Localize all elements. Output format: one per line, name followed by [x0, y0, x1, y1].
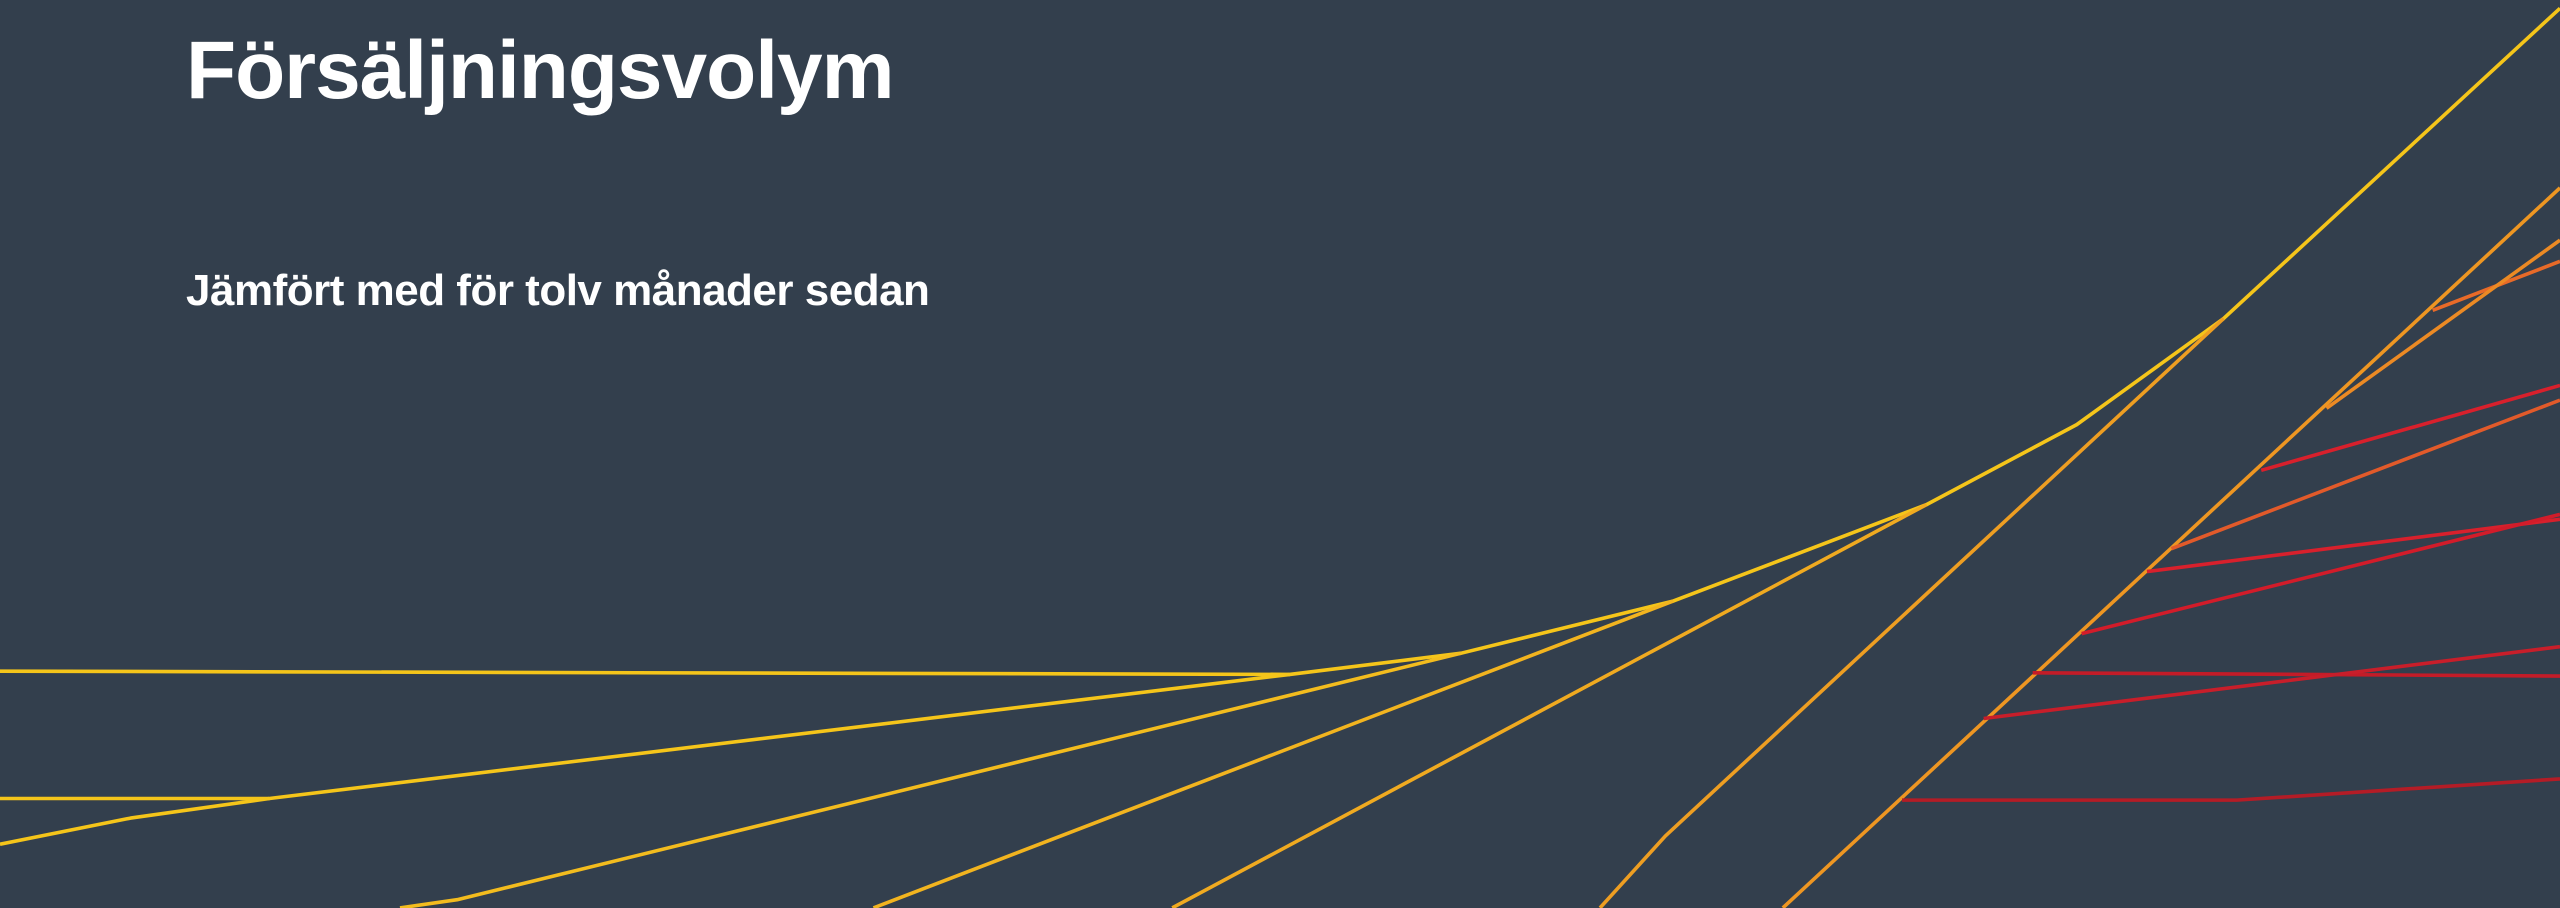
- line: [2032, 670, 2560, 678]
- subtitle: Jämfört med för tolv månader sedan: [186, 266, 930, 315]
- line: [1171, 503, 1928, 908]
- line: [0, 672, 1291, 801]
- line: [0, 796, 270, 846]
- line: [2170, 398, 2560, 551]
- line: [2146, 517, 2560, 574]
- line: [399, 651, 1462, 908]
- line: [872, 599, 1675, 908]
- line: [1902, 777, 2560, 802]
- line: [2081, 512, 2560, 636]
- line: [0, 6, 2560, 677]
- line: [2325, 238, 2560, 410]
- line: [2260, 383, 2560, 473]
- line: [1598, 317, 2225, 908]
- red-lines: [1902, 238, 2560, 802]
- line: [1983, 644, 2560, 721]
- yellow-lines: [0, 6, 2560, 908]
- title: Försäljningsvolym: [186, 25, 895, 116]
